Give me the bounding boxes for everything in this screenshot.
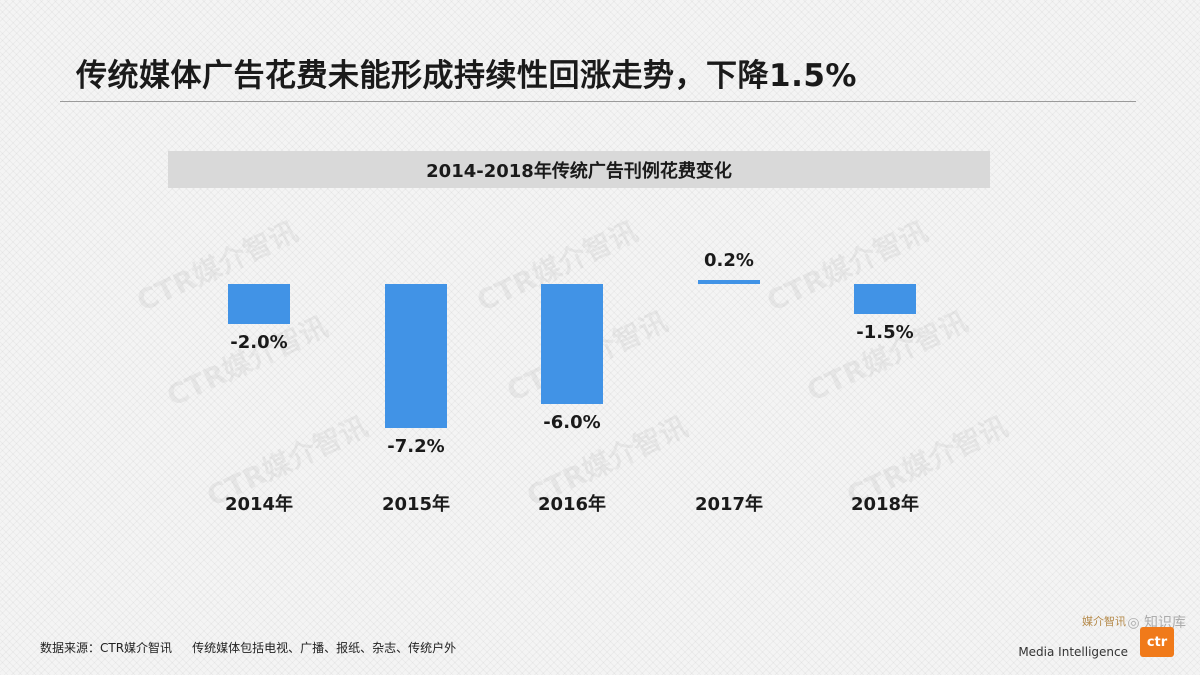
bar-2016年 [541,284,603,404]
slide-title: 传统媒体广告花费未能形成持续性回涨走势，下降1.5% [76,58,857,94]
brand-top-text: 媒介智讯 [1082,615,1126,628]
footnote: 数据来源：CTR媒介智讯 传统媒体包括电视、广播、报纸、杂志、传统户外 [40,639,456,656]
bar-2017年 [698,280,760,284]
brand-subtitle: Media Intelligence [1018,645,1128,659]
ctr-logo-icon: ctr [1140,627,1174,657]
brand-logo-block: 媒介智讯 Media Intelligence ctr [994,613,1174,659]
data-label-2016年: -6.0% [543,412,600,433]
title-divider [60,101,1136,102]
chart-title-band: 2014-2018年传统广告刊例花费变化 [168,151,990,188]
x-tick-label: 2015年 [382,493,450,515]
ctr-logo-text: ctr [1146,634,1168,650]
x-tick-label: 2018年 [851,493,919,515]
data-label-2014年: -2.0% [230,332,287,353]
data-label-2017年: 0.2% [704,250,754,271]
x-tick-label: 2016年 [538,493,606,515]
bar-2015年 [385,284,447,428]
x-tick-label: 2017年 [695,493,763,515]
data-label-2018年: -1.5% [856,322,913,343]
x-tick-label: 2014年 [225,493,293,515]
bar-2014年 [228,284,290,324]
footnote-note: 传统媒体包括电视、广播、报纸、杂志、传统户外 [192,641,457,655]
data-label-2015年: -7.2% [387,436,444,457]
bar-2018年 [854,284,916,314]
data-source: 数据来源：CTR媒介智讯 [40,641,173,655]
wechat-icon: ◎ [1127,615,1144,631]
chart-title: 2014-2018年传统广告刊例花费变化 [426,160,732,182]
